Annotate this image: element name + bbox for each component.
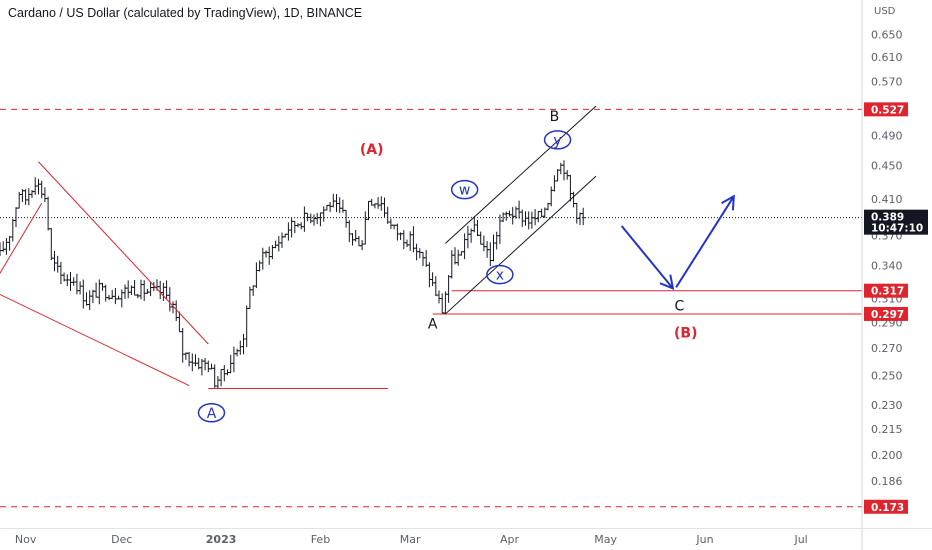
wave-label: C (674, 298, 684, 314)
chart-title: Cardano / US Dollar (calculated by Tradi… (8, 6, 363, 20)
price-tick-label: 0.200 (871, 449, 903, 462)
trendline (445, 175, 597, 315)
time-tick-label: Jun (695, 533, 713, 546)
price-tick-label: 0.650 (871, 29, 903, 42)
level-price-tag (864, 306, 908, 321)
price-tick-label: 0.230 (871, 399, 903, 412)
trendline (445, 105, 597, 244)
wave-label: B (550, 109, 560, 125)
trendline (0, 203, 43, 275)
wave-label-circle (450, 179, 479, 200)
level-price-label: 0.317 (871, 286, 904, 298)
drawings (0, 105, 862, 508)
time-tick-label: Dec (111, 533, 132, 546)
wave-label: A (207, 406, 217, 422)
level-price-label: 0.527 (871, 104, 904, 116)
wave-labels: (A) A A Bw x y C (B) (197, 109, 697, 423)
projection-arrow-head (659, 274, 675, 291)
time-tick-label: Apr (500, 533, 520, 546)
time-tick-label: Mar (400, 533, 421, 546)
countdown-label: 10:47:10 (871, 223, 923, 235)
price-tick-label: 0.610 (871, 51, 903, 64)
projection-arrow-head (721, 194, 735, 211)
time-tick-label: Feb (311, 533, 330, 546)
wave-label: w (459, 183, 470, 199)
price-tick-label: 0.340 (871, 260, 903, 273)
wave-label: x (496, 268, 504, 284)
price-tick-label: 0.215 (871, 423, 903, 436)
level-price-label: 0.297 (871, 309, 904, 321)
wave-label-circle (486, 264, 514, 285)
wave-label-circle (197, 403, 226, 423)
time-tick-label: Nov (15, 533, 37, 546)
wave-label: y (553, 133, 561, 149)
price-tick-label: 0.186 (871, 475, 903, 488)
price-tick-label: 0.450 (871, 160, 903, 173)
projection-arrow (675, 195, 735, 288)
time-tick-label: Jul (793, 533, 807, 546)
level-price-tag (864, 283, 908, 298)
wave-label: A (428, 317, 438, 333)
wave-label: (B) (674, 326, 697, 342)
projection-arrow (620, 225, 674, 290)
wave-label: (A) (360, 142, 384, 158)
level-price-tag (864, 499, 908, 514)
ohlc-series (0, 160, 586, 389)
trendline (0, 293, 190, 386)
price-tick-label: 0.490 (871, 129, 903, 142)
level-price-tag (864, 102, 908, 117)
last-price-label: 0.389 (871, 212, 904, 224)
price-tick-label: 0.410 (871, 193, 903, 206)
last-price-tag (864, 209, 928, 235)
wave-label-circle (543, 130, 572, 150)
price-tick-label: 0.250 (871, 369, 903, 382)
level-price-label: 0.173 (871, 502, 904, 514)
price-tick-label: 0.270 (871, 342, 903, 355)
time-tick-label: 2023 (206, 533, 237, 546)
trendline (38, 161, 209, 345)
time-tick-label: May (594, 533, 617, 546)
price-tick-label: 0.570 (871, 75, 903, 88)
price-axis-unit: USD (874, 6, 896, 17)
